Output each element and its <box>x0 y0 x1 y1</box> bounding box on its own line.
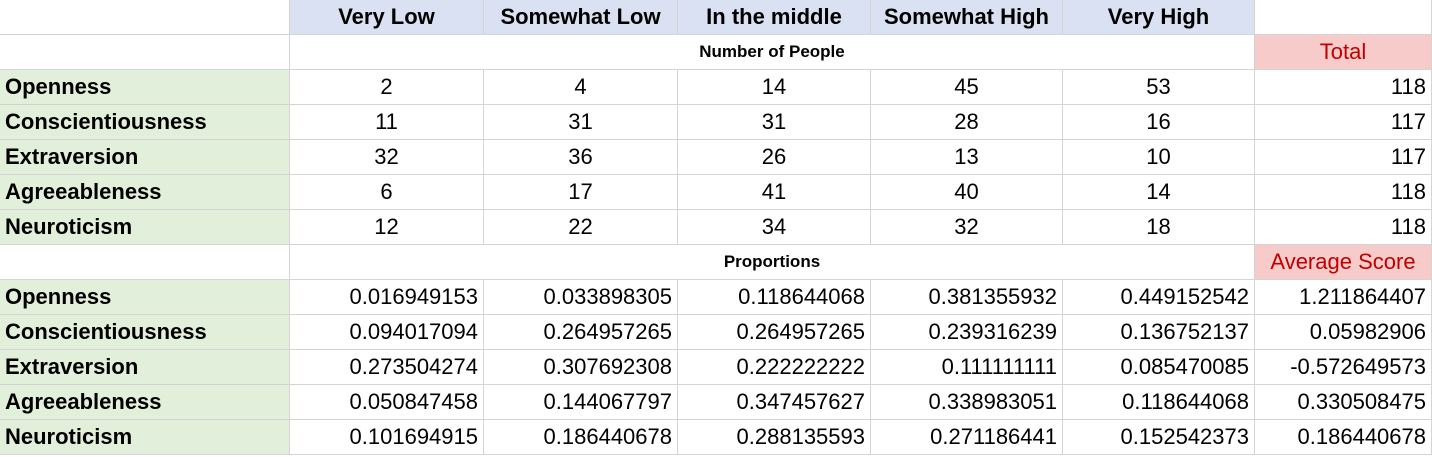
value-cell: 28 <box>871 105 1063 140</box>
row-label: Conscientiousness <box>0 315 290 350</box>
value-cell: 0.094017094 <box>290 315 484 350</box>
value-cell: 14 <box>1063 175 1255 210</box>
value-cell: 53 <box>1063 70 1255 105</box>
empty-cell <box>0 245 290 280</box>
value-cell: 31 <box>484 105 678 140</box>
row-label: Openness <box>0 280 290 315</box>
row-label: Conscientiousness <box>0 105 290 140</box>
value-cell: 34 <box>678 210 871 245</box>
column-header: Somewhat High <box>871 0 1063 35</box>
extra-cell: 118 <box>1255 70 1432 105</box>
value-cell: 0.288135593 <box>678 420 871 455</box>
value-cell: 32 <box>290 140 484 175</box>
value-cell: 11 <box>290 105 484 140</box>
value-cell: 0.050847458 <box>290 385 484 420</box>
value-cell: 13 <box>871 140 1063 175</box>
extra-cell: 117 <box>1255 140 1432 175</box>
value-cell: 41 <box>678 175 871 210</box>
value-cell: 32 <box>871 210 1063 245</box>
row-label: Extraversion <box>0 350 290 385</box>
value-cell: 26 <box>678 140 871 175</box>
value-cell: 0.118644068 <box>678 280 871 315</box>
value-cell: 0.111111111 <box>871 350 1063 385</box>
value-cell: 0.186440678 <box>484 420 678 455</box>
value-cell: 0.016949153 <box>290 280 484 315</box>
extra-cell: 118 <box>1255 175 1432 210</box>
row-label: Agreeableness <box>0 175 290 210</box>
extra-cell: 0.05982906 <box>1255 315 1432 350</box>
value-cell: 36 <box>484 140 678 175</box>
value-cell: 0.144067797 <box>484 385 678 420</box>
empty-cell <box>1255 0 1432 35</box>
empty-cell <box>0 35 290 70</box>
value-cell: 17 <box>484 175 678 210</box>
value-cell: 0.152542373 <box>1063 420 1255 455</box>
value-cell: 0.307692308 <box>484 350 678 385</box>
extra-cell: 118 <box>1255 210 1432 245</box>
value-cell: 31 <box>678 105 871 140</box>
row-label: Neuroticism <box>0 420 290 455</box>
value-cell: 0.085470085 <box>1063 350 1255 385</box>
value-cell: 0.264957265 <box>678 315 871 350</box>
value-cell: 0.264957265 <box>484 315 678 350</box>
value-cell: 0.222222222 <box>678 350 871 385</box>
row-label: Neuroticism <box>0 210 290 245</box>
value-cell: 0.338983051 <box>871 385 1063 420</box>
row-label: Agreeableness <box>0 385 290 420</box>
column-header: Somewhat Low <box>484 0 678 35</box>
extra-cell: 0.186440678 <box>1255 420 1432 455</box>
column-header: Very High <box>1063 0 1255 35</box>
value-cell: 0.449152542 <box>1063 280 1255 315</box>
value-cell: 0.239316239 <box>871 315 1063 350</box>
value-cell: 0.118644068 <box>1063 385 1255 420</box>
extra-cell: 117 <box>1255 105 1432 140</box>
value-cell: 0.273504274 <box>290 350 484 385</box>
extra-cell: 1.211864407 <box>1255 280 1432 315</box>
value-cell: 45 <box>871 70 1063 105</box>
extra-cell: 0.330508475 <box>1255 385 1432 420</box>
value-cell: 2 <box>290 70 484 105</box>
extra-header: Average Score <box>1255 245 1432 280</box>
column-header: Very Low <box>290 0 484 35</box>
value-cell: 16 <box>1063 105 1255 140</box>
value-cell: 18 <box>1063 210 1255 245</box>
section-title: Number of People <box>290 35 1255 70</box>
section-title: Proportions <box>290 245 1255 280</box>
row-label: Extraversion <box>0 140 290 175</box>
value-cell: 0.136752137 <box>1063 315 1255 350</box>
value-cell: 0.381355932 <box>871 280 1063 315</box>
column-header: In the middle <box>678 0 871 35</box>
value-cell: 22 <box>484 210 678 245</box>
extra-header: Total <box>1255 35 1432 70</box>
row-label: Openness <box>0 70 290 105</box>
value-cell: 0.101694915 <box>290 420 484 455</box>
extra-cell: -0.572649573 <box>1255 350 1432 385</box>
value-cell: 10 <box>1063 140 1255 175</box>
empty-cell <box>0 0 290 35</box>
value-cell: 40 <box>871 175 1063 210</box>
value-cell: 4 <box>484 70 678 105</box>
value-cell: 14 <box>678 70 871 105</box>
value-cell: 6 <box>290 175 484 210</box>
value-cell: 0.271186441 <box>871 420 1063 455</box>
value-cell: 0.033898305 <box>484 280 678 315</box>
value-cell: 0.347457627 <box>678 385 871 420</box>
value-cell: 12 <box>290 210 484 245</box>
